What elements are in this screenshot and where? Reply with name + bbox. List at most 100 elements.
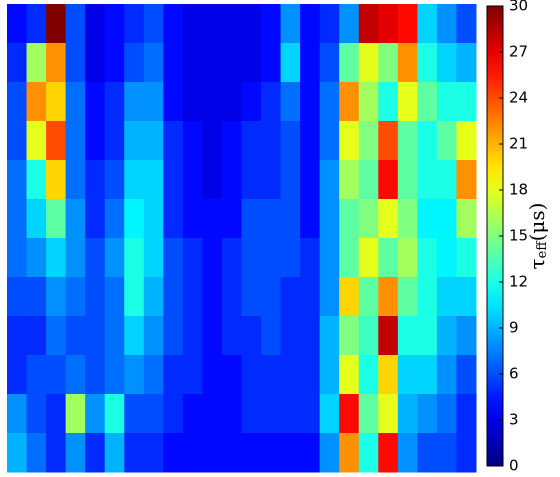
colorbar-tick-label: 3: [509, 411, 519, 429]
heat-cell: [319, 394, 340, 434]
heat-cell: [241, 82, 262, 122]
heat-cell: [358, 394, 379, 434]
heat-cell: [85, 316, 106, 356]
heat-cell: [26, 160, 47, 200]
heat-cell: [261, 433, 282, 473]
heat-cell: [417, 238, 438, 278]
heat-cell: [417, 199, 438, 239]
heat-cell: [300, 199, 321, 239]
heat-cell: [339, 277, 360, 317]
heat-cell: [104, 82, 125, 122]
heat-cell: [319, 238, 340, 278]
heat-cell: [436, 355, 457, 395]
heat-cell: [241, 121, 262, 161]
heat-cell: [202, 316, 223, 356]
heat-cell: [397, 43, 418, 83]
heat-cell: [85, 82, 106, 122]
heat-cell: [221, 121, 242, 161]
heat-cell: [241, 355, 262, 395]
heat-cell: [143, 394, 164, 434]
heat-cell: [397, 4, 418, 44]
heat-cell: [319, 82, 340, 122]
colorbar: 0 3 6 9 12 15 18 21 24 27 30: [486, 0, 528, 475]
heat-cell: [163, 355, 184, 395]
heat-cell: [7, 82, 28, 122]
heat-cell: [163, 199, 184, 239]
heat-cell: [339, 43, 360, 83]
heat-cell: [261, 277, 282, 317]
heat-cell: [85, 277, 106, 317]
heat-cell: [417, 277, 438, 317]
heat-cell: [378, 82, 399, 122]
heat-cell: [202, 394, 223, 434]
heat-cell: [241, 277, 262, 317]
heat-cell: [26, 199, 47, 239]
heat-cell: [182, 394, 203, 434]
heat-cell: [339, 160, 360, 200]
heat-cell: [358, 121, 379, 161]
heat-cell: [124, 238, 145, 278]
heat-cell: [261, 82, 282, 122]
heat-cell: [104, 316, 125, 356]
heat-cell: [417, 82, 438, 122]
heat-cell: [65, 394, 86, 434]
heat-cell: [378, 433, 399, 473]
heat-cell: [339, 4, 360, 44]
heat-cell: [202, 4, 223, 44]
heat-cell: [300, 316, 321, 356]
heat-cell: [261, 160, 282, 200]
heat-cell: [280, 4, 301, 44]
heat-cell: [85, 394, 106, 434]
heat-cell: [124, 4, 145, 44]
heat-cell: [202, 121, 223, 161]
heat-cell: [46, 238, 67, 278]
colorbar-tick-label: 0: [509, 457, 519, 475]
heat-cell: [280, 238, 301, 278]
heat-cell: [104, 160, 125, 200]
heat-cell: [65, 160, 86, 200]
heat-cell: [358, 4, 379, 44]
heat-cell: [358, 160, 379, 200]
heat-cell: [378, 4, 399, 44]
heat-cell: [319, 43, 340, 83]
heat-cell: [104, 433, 125, 473]
heat-cell: [65, 82, 86, 122]
heat-cell: [182, 433, 203, 473]
heat-cell: [378, 160, 399, 200]
colorbar-tick-label: 9: [509, 319, 519, 337]
heat-cell: [241, 43, 262, 83]
heat-cell: [358, 433, 379, 473]
heat-cell: [46, 43, 67, 83]
heat-cell: [65, 4, 86, 44]
heat-cell: [85, 43, 106, 83]
heat-cell: [26, 121, 47, 161]
heat-cell: [456, 433, 477, 473]
heat-cell: [163, 82, 184, 122]
heat-cell: [456, 43, 477, 83]
heat-cell: [124, 160, 145, 200]
heat-cell: [26, 82, 47, 122]
heat-cell: [143, 43, 164, 83]
heat-cell: [417, 394, 438, 434]
heat-cell: [124, 121, 145, 161]
heat-cell: [182, 316, 203, 356]
colorbar-tick-label: 24: [509, 89, 528, 107]
heat-cell: [280, 277, 301, 317]
heat-cell: [65, 316, 86, 356]
heat-cell: [221, 238, 242, 278]
heat-cell: [358, 82, 379, 122]
heat-cell: [163, 316, 184, 356]
heat-cell: [436, 316, 457, 356]
heat-cell: [280, 316, 301, 356]
heat-cell: [104, 394, 125, 434]
heat-cell: [163, 43, 184, 83]
heat-cell: [26, 277, 47, 317]
heat-cell: [436, 4, 457, 44]
heat-cell: [143, 433, 164, 473]
heat-cell: [65, 355, 86, 395]
heat-cell: [221, 82, 242, 122]
heat-cell: [319, 277, 340, 317]
heat-cell: [26, 433, 47, 473]
heat-cell: [163, 160, 184, 200]
heat-cell: [417, 316, 438, 356]
